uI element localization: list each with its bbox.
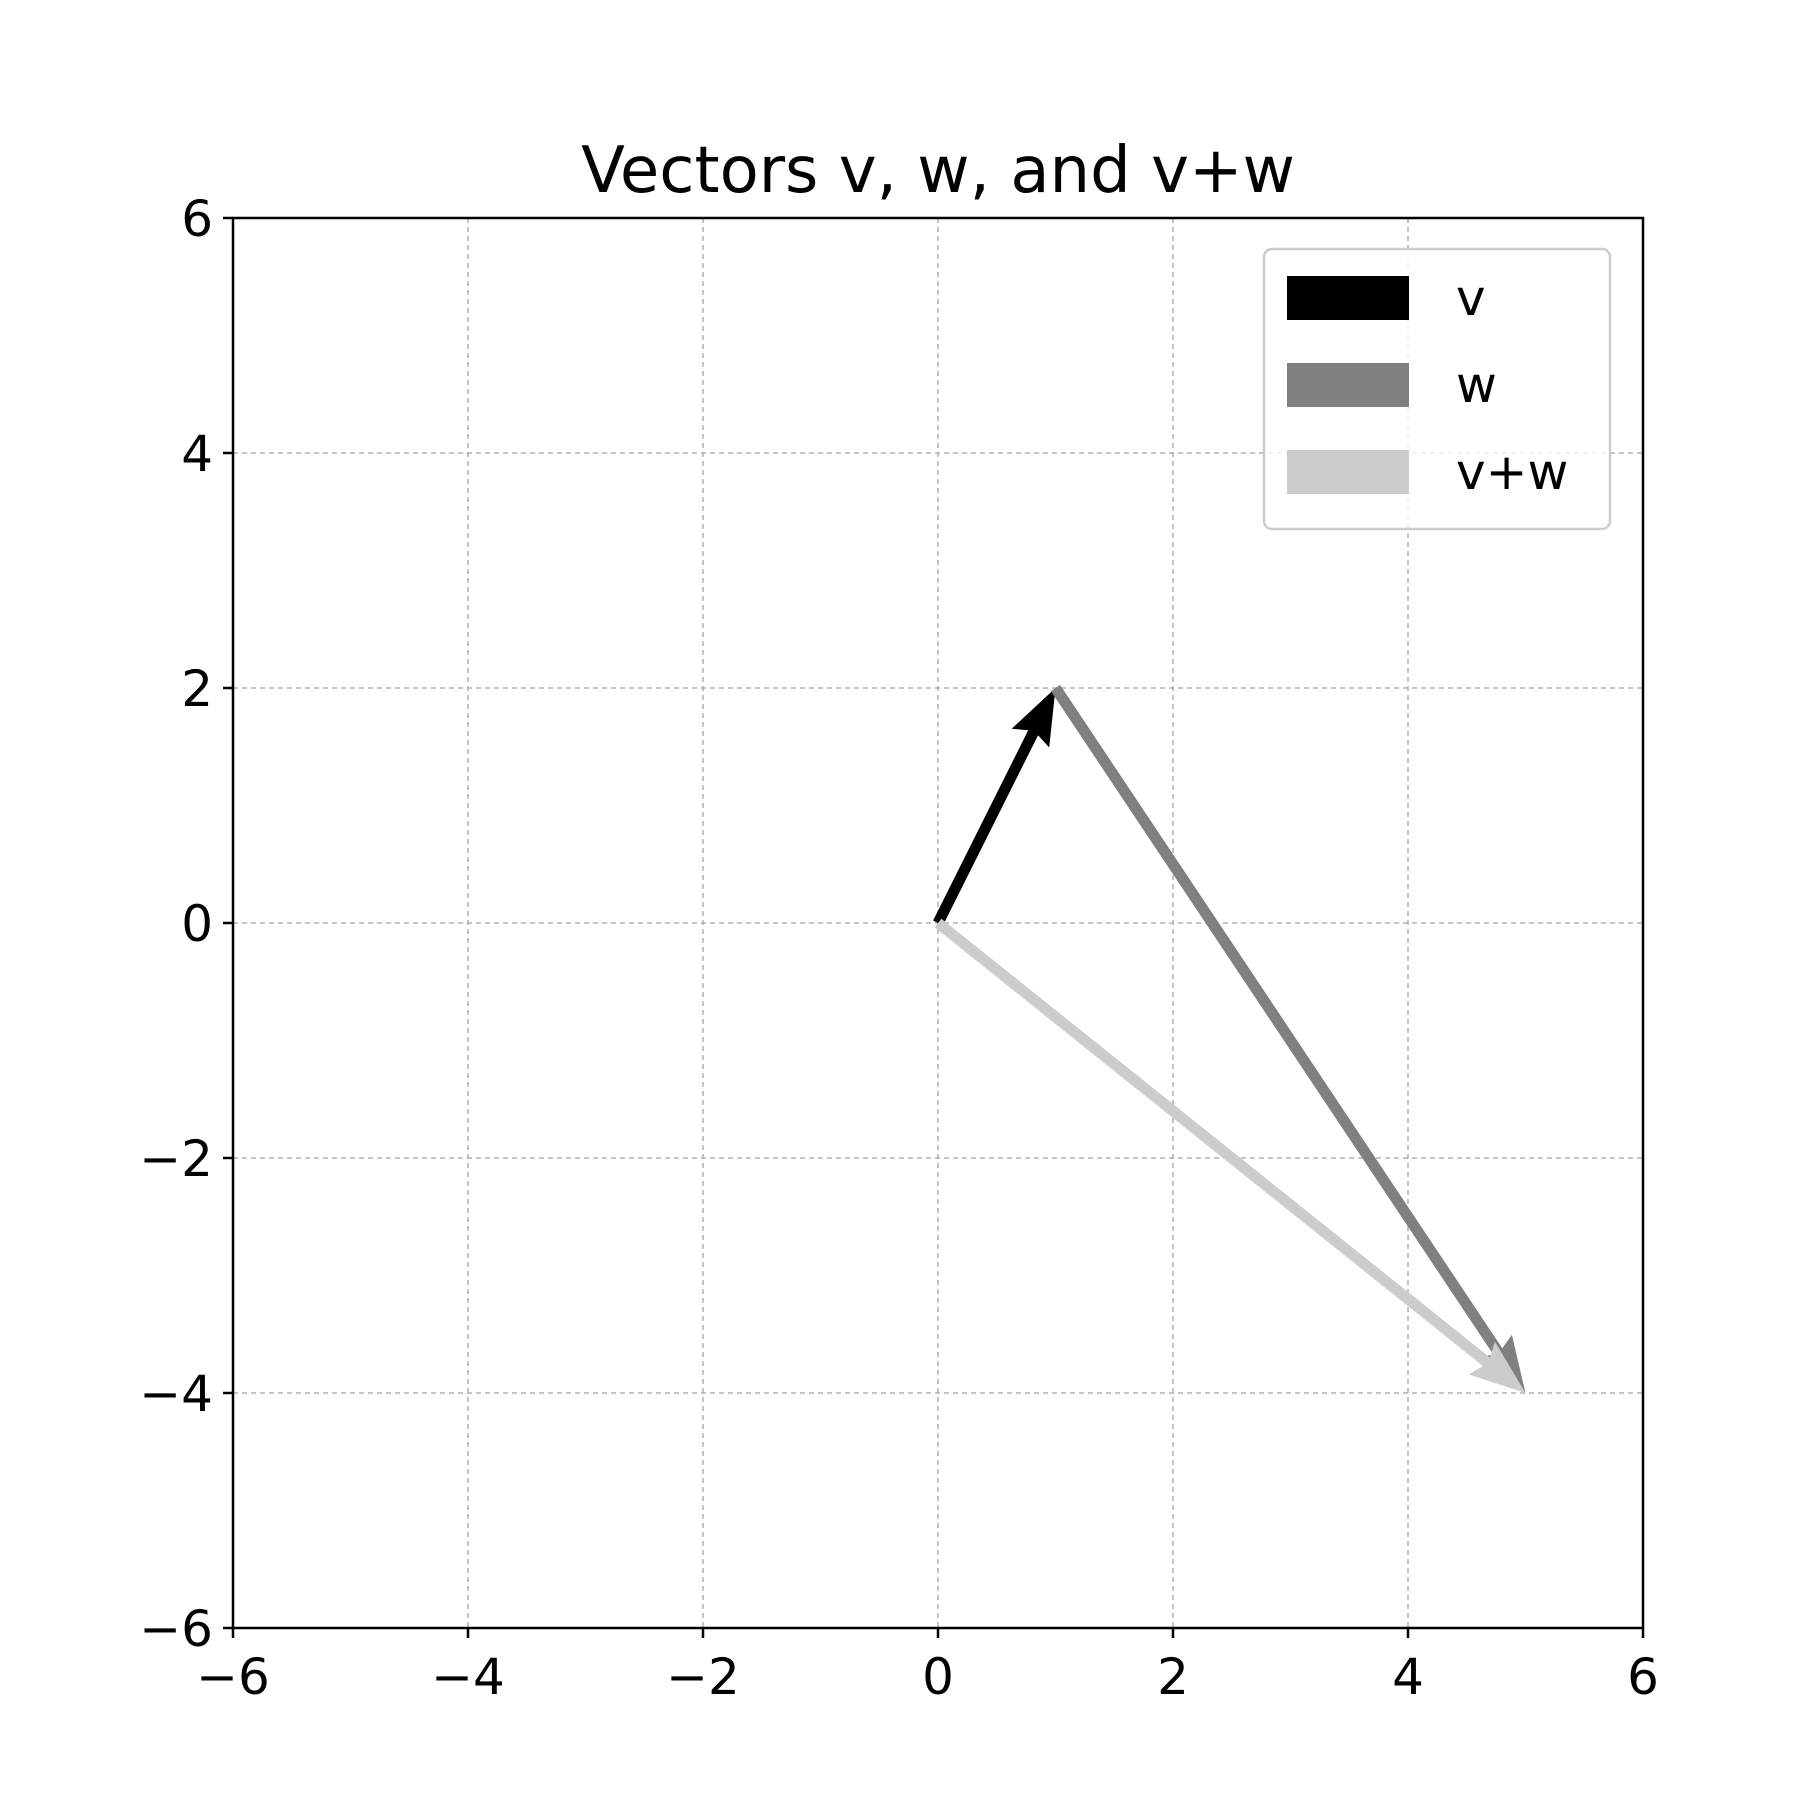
legend-swatch [1287,450,1409,494]
chart-title: Vectors v, w, and v+w [581,134,1295,208]
y-tick-label: −4 [139,1365,213,1423]
x-tick-label: 2 [1157,1648,1189,1706]
x-tick-label: −2 [666,1648,740,1706]
y-tick-label: 4 [181,425,213,483]
legend-swatch [1287,276,1409,320]
legend: vw v+w [1262,247,1612,531]
legend-label: w [1456,356,1497,414]
vector-arrow-w [1050,684,1526,1393]
axis-ticks: −6 −4 −2 0 2 4 6 −6 −4 −2 0 2 4 6 [139,190,1659,1706]
legend-label: v+w [1456,443,1568,501]
x-tick-label: 6 [1627,1648,1659,1706]
y-tick-label: −6 [139,1600,213,1658]
x-tick-label: −4 [431,1648,505,1706]
grid-lines [233,218,1643,1628]
x-tick-label: −6 [196,1648,270,1706]
y-tick-label: −2 [139,1130,213,1188]
x-tick-label: 4 [1392,1648,1424,1706]
x-tick-label: 0 [922,1648,954,1706]
vector-arrow-v-plus-w [934,918,1526,1393]
legend-swatch [1287,363,1409,407]
legend-label: v [1456,269,1486,327]
vector-arrows [933,684,1526,1393]
y-tick-label: 2 [181,660,213,718]
y-tick-label: 0 [181,895,213,953]
vector-arrow-v [933,688,1056,926]
y-tick-label: 6 [181,190,213,248]
